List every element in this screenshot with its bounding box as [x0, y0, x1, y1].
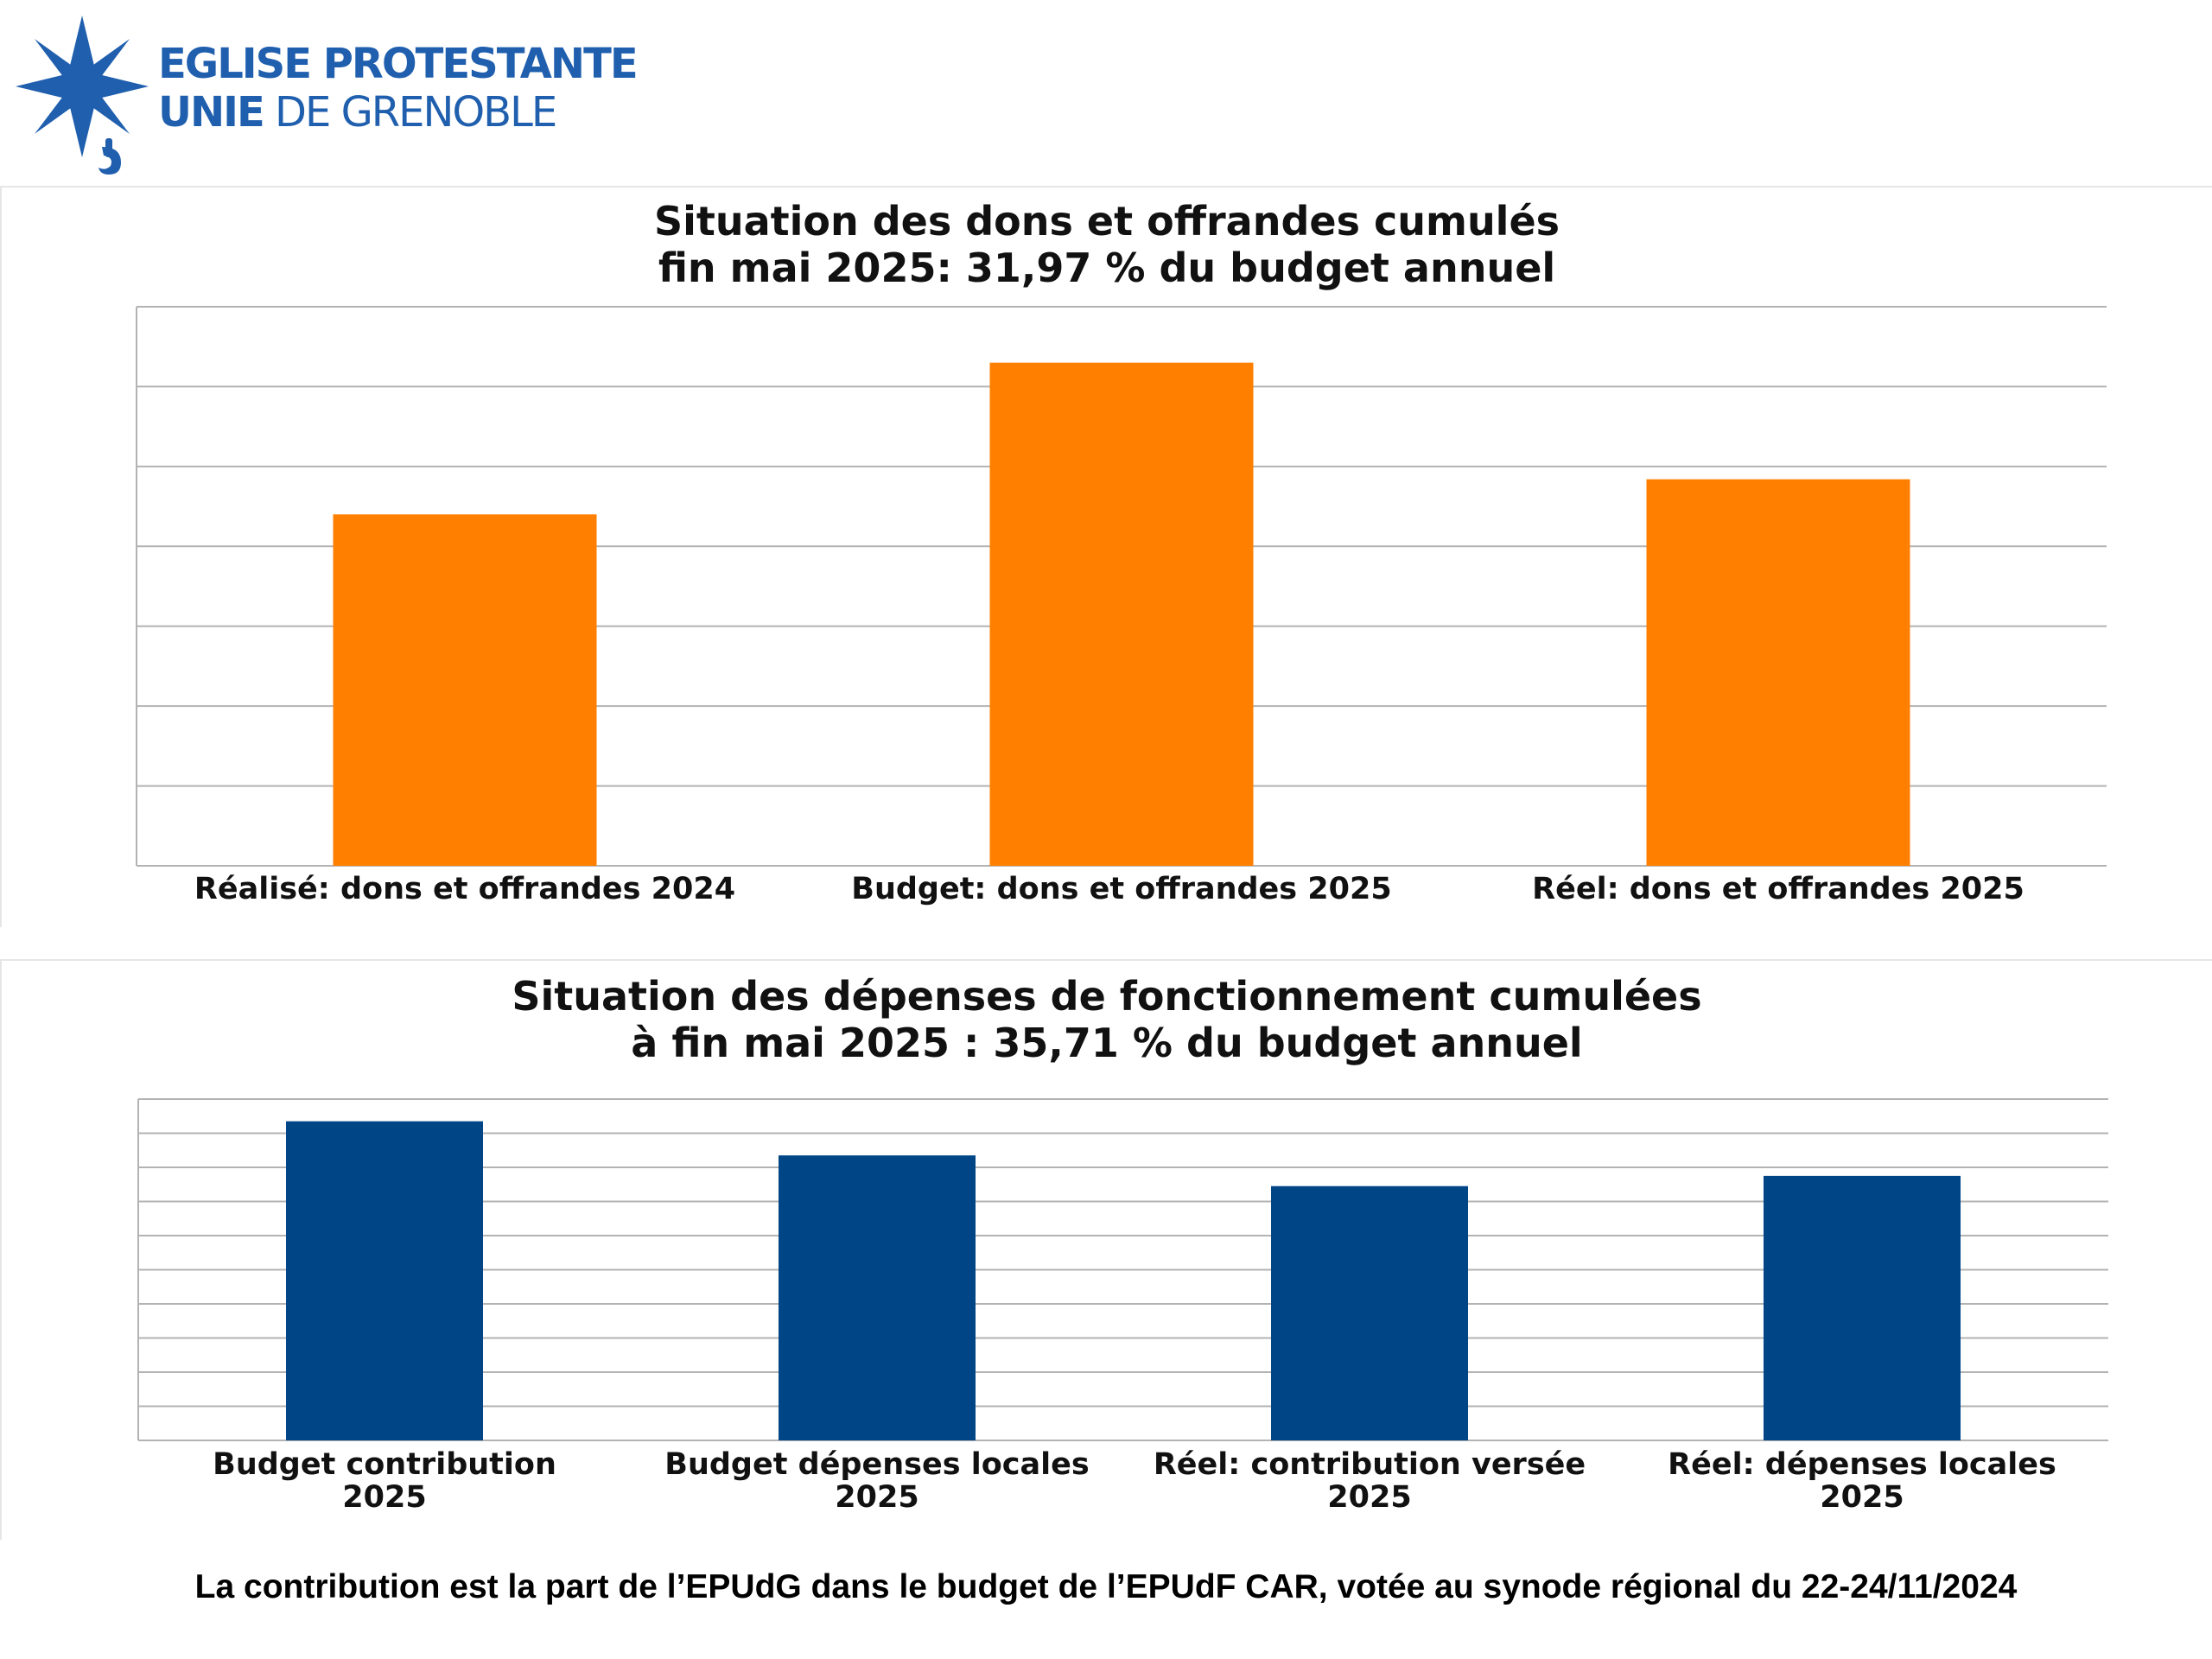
chart-title-expenses: Situation des dépenses de fonctionnement… [2, 973, 2212, 1066]
expenses-category-label-3: Réel: contribution versée 2025 [1154, 1447, 1586, 1515]
expenses-category-label-3-line-1: Réel: contribution versée [1154, 1447, 1586, 1482]
expenses-category-label-2-line-2: 2025 [835, 1480, 918, 1515]
logo: EGLISE PROTESTANTE UNIE DE GRENOBLE [9, 9, 639, 181]
donations-category-label-2-line-1: Budget: dons et offrandes 2025 [851, 872, 1391, 906]
chart-title-donations: Situation des dons et offrandes cumulés … [2, 198, 2212, 291]
footer-note: La contribution est la part de l’EPUdG d… [194, 1568, 2018, 1605]
chart-title-donations-line2: fin mai 2025: 31,97 % du budget annuel [658, 245, 1556, 291]
expenses-category-label-2-line-1: Budget dépenses locales [664, 1447, 1089, 1482]
expenses-category-label-1: Budget contribution 2025 [213, 1447, 556, 1515]
donations-category-label-1-line-1: Réalisé: dons et offrandes 2024 [194, 872, 735, 906]
expenses-category-label-1-line-2: 2025 [342, 1480, 426, 1515]
donations-bar-1 [333, 514, 597, 866]
expenses-category-label-4-line-2: 2025 [1820, 1480, 1904, 1515]
logo-text-line2: UNIE DE GRENOBLE [158, 88, 557, 137]
expenses-category-label-4: Réel: dépenses locales 2025 [1668, 1447, 2056, 1515]
huguenot-cross-icon [16, 16, 149, 175]
expenses-bar-1 [286, 1121, 483, 1440]
logo-text-de-grenoble: DE GRENOBLE [263, 88, 557, 137]
expenses-bar-2 [779, 1155, 976, 1440]
donations-bar-2 [989, 362, 1254, 866]
donations-bar-3 [1646, 479, 1910, 866]
bar-chart-donations: Réalisé: dons et offrandes 2024 Budget: d… [136, 306, 2107, 906]
expenses-category-label-2: Budget dépenses locales 2025 [664, 1447, 1089, 1515]
donations-category-label-1: Réalisé: dons et offrandes 2024 [194, 872, 735, 906]
chart-title-expenses-line2: à fin mai 2025 : 35,71 % du budget annue… [631, 1020, 1583, 1066]
chart-title-expenses-line1: Situation des dépenses de fonctionnement… [512, 973, 1702, 1020]
logo-text-unie: UNIE [158, 88, 265, 137]
expenses-bar-4 [1764, 1175, 1961, 1440]
chart-panel-expenses: Situation des dépenses de fonctionnement… [0, 959, 2212, 1540]
expenses-category-label-1-line-1: Budget contribution [213, 1447, 556, 1482]
donations-category-label-3-line-1: Réel: dons et offrandes 2025 [1532, 872, 2024, 906]
chart-panel-donations: Situation des dons et offrandes cumulés … [0, 186, 2212, 927]
expenses-category-label-3-line-2: 2025 [1327, 1480, 1411, 1515]
expenses-bar-3 [1271, 1185, 1468, 1440]
chart-title-donations-line1: Situation des dons et offrandes cumulés [653, 198, 1560, 245]
expenses-category-label-4-line-1: Réel: dépenses locales [1668, 1447, 2056, 1482]
donations-category-label-2: Budget: dons et offrandes 2025 [851, 872, 1391, 906]
logo-text-line1: EGLISE PROTESTANTE [158, 40, 639, 88]
donations-category-label-3: Réel: dons et offrandes 2025 [1532, 872, 2024, 906]
